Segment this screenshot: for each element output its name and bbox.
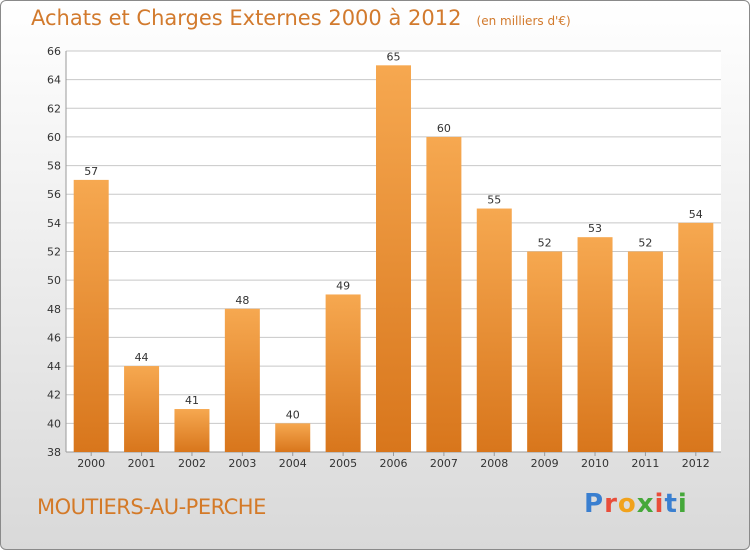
- bar: [174, 409, 210, 452]
- chart-subtitle: (en milliers d'€): [476, 14, 571, 28]
- bar: [124, 366, 160, 452]
- y-tick-label: 52: [47, 246, 61, 259]
- y-tick-label: 46: [47, 331, 61, 344]
- y-tick-label: 60: [47, 131, 61, 144]
- bar: [577, 237, 613, 452]
- bar: [224, 308, 260, 452]
- x-tick-label: 2003: [228, 457, 256, 470]
- y-tick-label: 48: [47, 303, 61, 316]
- logo-letter: r: [604, 489, 618, 519]
- x-tick-label: 2012: [682, 457, 710, 470]
- x-tick-label: 2001: [128, 457, 156, 470]
- value-label: 55: [487, 194, 501, 207]
- proxiti-logo: Proxiti: [584, 489, 688, 519]
- x-tick-label: 2010: [581, 457, 609, 470]
- logo-letter: o: [617, 489, 637, 519]
- value-label: 53: [588, 222, 602, 235]
- y-tick-label: 50: [47, 274, 61, 287]
- title-row: Achats et Charges Externes 2000 à 2012 (…: [31, 6, 571, 30]
- value-label: 65: [387, 50, 401, 63]
- y-tick-label: 62: [47, 102, 61, 115]
- bar: [325, 294, 361, 452]
- x-tick-label: 2009: [531, 457, 559, 470]
- y-tick-label: 54: [47, 217, 61, 230]
- value-label: 54: [689, 208, 703, 221]
- x-tick-label: 2004: [279, 457, 307, 470]
- y-tick-label: 42: [47, 389, 61, 402]
- value-label: 49: [336, 279, 350, 292]
- value-label: 48: [235, 294, 249, 307]
- bar: [73, 179, 109, 452]
- logo-letter: t: [664, 489, 678, 519]
- logo-letter: P: [584, 489, 605, 519]
- value-label: 44: [135, 351, 149, 364]
- chart-title: Achats et Charges Externes 2000 à 2012: [31, 6, 462, 30]
- x-tick-label: 2005: [329, 457, 357, 470]
- place-name: MOUTIERS-AU-PERCHE: [37, 495, 266, 519]
- value-label: 52: [638, 237, 652, 250]
- y-tick-label: 44: [47, 360, 61, 373]
- bar: [678, 222, 714, 452]
- bar: [275, 423, 311, 452]
- bar: [376, 65, 411, 453]
- x-tick-label: 2000: [77, 457, 105, 470]
- value-label: 52: [538, 237, 552, 250]
- value-label: 60: [437, 122, 451, 135]
- logo-letter: i: [654, 489, 665, 519]
- value-label: 57: [84, 165, 98, 178]
- value-label: 40: [286, 408, 300, 421]
- y-tick-label: 64: [47, 74, 61, 87]
- y-tick-label: 56: [47, 188, 61, 201]
- bar: [527, 251, 563, 452]
- logo-letter: x: [636, 489, 655, 519]
- bar: [476, 208, 512, 452]
- x-tick-label: 2002: [178, 457, 206, 470]
- x-tick-label: 2006: [380, 457, 408, 470]
- value-label: 41: [185, 394, 199, 407]
- y-tick-label: 38: [47, 446, 61, 459]
- bar: [426, 136, 462, 452]
- x-tick-label: 2007: [430, 457, 458, 470]
- bar: [627, 251, 663, 452]
- x-tick-label: 2011: [631, 457, 659, 470]
- y-tick-label: 40: [47, 417, 61, 430]
- plot-area: 38 40 42 44 46 48 50 52 54 56 58 60 62 64 66 57 2000 44 20…: [47, 45, 721, 470]
- x-tick-label: 2008: [480, 457, 508, 470]
- y-tick-label: 66: [47, 45, 61, 58]
- y-tick-label: 58: [47, 160, 61, 173]
- logo-letter: i: [677, 489, 688, 519]
